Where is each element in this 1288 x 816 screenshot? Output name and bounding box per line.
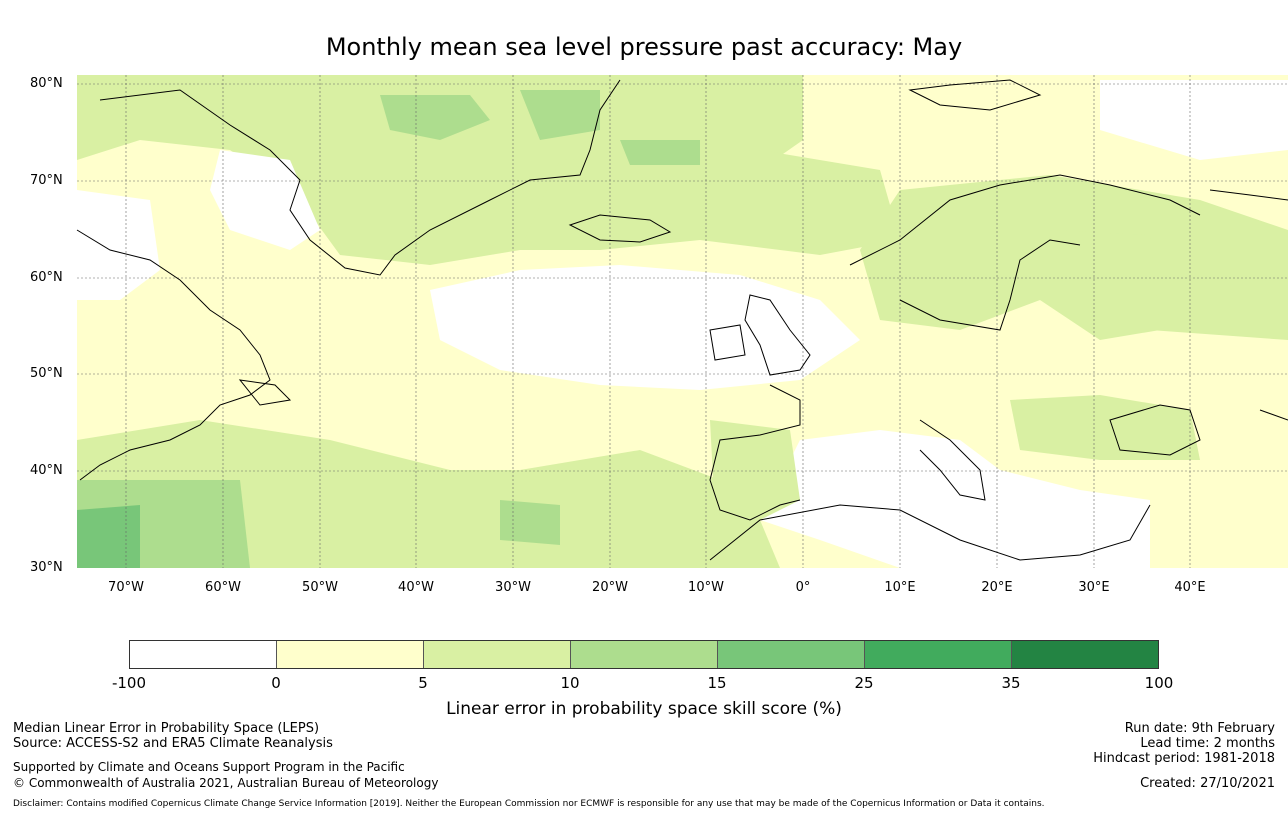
colorbar bbox=[129, 640, 1159, 669]
colorbar-tick-4: 15 bbox=[707, 674, 727, 692]
field-mediterranean-white bbox=[760, 430, 1150, 568]
lat-label-70n: 70°N bbox=[30, 173, 63, 188]
lon-label-20e: 20°E bbox=[981, 580, 1013, 595]
lon-label-10w: 10°W bbox=[688, 580, 724, 595]
colorbar-segment-3 bbox=[424, 641, 571, 668]
coast-iceland bbox=[568, 214, 672, 243]
lead-time: Lead time: 2 months bbox=[1140, 736, 1275, 751]
coast-ireland bbox=[709, 324, 746, 361]
coast-svalbard bbox=[908, 79, 1042, 111]
colorbar-tick-6: 35 bbox=[1001, 674, 1021, 692]
lon-label-30w: 30°W bbox=[495, 580, 531, 595]
graticule bbox=[77, 75, 1288, 568]
coast-newfoundland bbox=[238, 379, 292, 406]
skill-field bbox=[77, 75, 1288, 568]
field-east-white bbox=[1100, 80, 1288, 160]
coast-italy bbox=[919, 419, 986, 501]
footer-method: Median Linear Error in Probability Space… bbox=[13, 721, 320, 736]
field-patch-1 bbox=[380, 95, 490, 140]
coast-sweden-finland bbox=[899, 239, 1081, 331]
colorbar-tick-7: 100 bbox=[1144, 674, 1174, 692]
field-patch-5 bbox=[500, 500, 560, 545]
lon-label-10e: 10°E bbox=[884, 580, 916, 595]
field-patch-2 bbox=[520, 90, 600, 140]
hindcast-period: Hindcast period: 1981-2018 bbox=[1093, 751, 1275, 766]
coast-med-south bbox=[709, 504, 1151, 561]
footer-source: Source: ACCESS-S2 and ERA5 Climate Reana… bbox=[13, 736, 333, 751]
field-midatlantic-white bbox=[430, 265, 860, 390]
field-east-green bbox=[1010, 395, 1200, 460]
disclaimer: Disclaimer: Contains modified Copernicus… bbox=[13, 799, 1045, 809]
footer-copyright: © Commonwealth of Australia 2021, Austra… bbox=[13, 776, 439, 790]
created-date: Created: 27/10/2021 bbox=[1140, 776, 1275, 791]
lat-label-30n: 30°N bbox=[30, 560, 63, 575]
lon-label-60w: 60°W bbox=[205, 580, 241, 595]
colorbar-segment-1 bbox=[130, 641, 277, 668]
colorbar-tick-3: 10 bbox=[560, 674, 580, 692]
coast-blacksea bbox=[1109, 404, 1201, 456]
field-iberia bbox=[710, 420, 800, 520]
lat-label-40n: 40°N bbox=[30, 463, 63, 478]
run-date: Run date: 9th February bbox=[1124, 721, 1275, 736]
skill-score-map bbox=[76, 75, 1288, 568]
colorbar-segment-6 bbox=[865, 641, 1012, 668]
colorbar-tick-2: 5 bbox=[418, 674, 428, 692]
colorbar-segment-7 bbox=[1012, 641, 1158, 668]
coast-novaya bbox=[1209, 189, 1288, 201]
lon-label-40w: 40°W bbox=[398, 580, 434, 595]
lat-label-60n: 60°N bbox=[30, 270, 63, 285]
coast-labrador bbox=[76, 229, 271, 481]
coast-east-right bbox=[1259, 409, 1288, 421]
colorbar-segment-4 bbox=[571, 641, 718, 668]
field-labrador-white bbox=[77, 190, 160, 300]
coast-norway bbox=[849, 174, 1201, 266]
coastlines bbox=[76, 79, 1288, 561]
lon-label-20w: 20°W bbox=[592, 580, 628, 595]
coast-greenland bbox=[99, 79, 621, 276]
field-patch-3 bbox=[620, 140, 700, 165]
colorbar-tick-0: -100 bbox=[111, 674, 147, 692]
colorbar-tick-5: 25 bbox=[854, 674, 874, 692]
lat-label-80n: 80°N bbox=[30, 76, 63, 91]
coast-iberia bbox=[709, 384, 801, 521]
coast-britain bbox=[744, 294, 811, 376]
field-southwest bbox=[77, 420, 780, 568]
field-norwegian bbox=[520, 150, 900, 255]
footer-support: Supported by Climate and Oceans Support … bbox=[13, 760, 405, 774]
colorbar-label: Linear error in probability space skill … bbox=[446, 699, 842, 719]
field-southwest-3 bbox=[77, 505, 140, 568]
lon-label-30e: 30°E bbox=[1078, 580, 1110, 595]
colorbar-segment-5 bbox=[718, 641, 865, 668]
lon-label-40e: 40°E bbox=[1174, 580, 1206, 595]
colorbar-segment-2 bbox=[277, 641, 424, 668]
lon-label-0: 0° bbox=[795, 580, 811, 595]
lon-label-70w: 70°W bbox=[108, 580, 144, 595]
field-patch-4 bbox=[1040, 230, 1160, 340]
lon-label-50w: 50°W bbox=[302, 580, 338, 595]
map-title: Monthly mean sea level pressure past acc… bbox=[325, 33, 963, 61]
field-greenland-white bbox=[210, 150, 320, 250]
colorbar-tick-1: 0 bbox=[271, 674, 281, 692]
lat-label-50n: 50°N bbox=[30, 366, 63, 381]
field-north-atlantic-upper bbox=[77, 75, 803, 265]
